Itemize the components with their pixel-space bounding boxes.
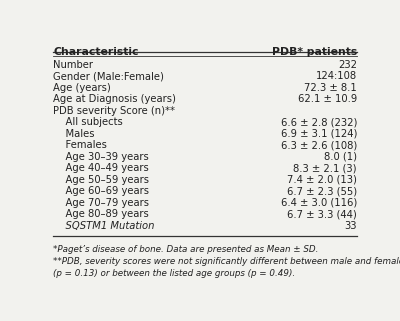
Text: 33: 33: [344, 221, 357, 231]
Text: 6.7 ± 2.3 (55): 6.7 ± 2.3 (55): [287, 187, 357, 196]
Text: 62.1 ± 10.9: 62.1 ± 10.9: [298, 94, 357, 104]
Text: Males: Males: [53, 129, 94, 139]
Text: All subjects: All subjects: [53, 117, 123, 127]
Text: Age 80–89 years: Age 80–89 years: [53, 210, 149, 220]
Text: 6.7 ± 3.3 (44): 6.7 ± 3.3 (44): [287, 210, 357, 220]
Text: 7.4 ± 2.0 (13): 7.4 ± 2.0 (13): [287, 175, 357, 185]
Text: 72.3 ± 8.1: 72.3 ± 8.1: [304, 82, 357, 92]
Text: PDB* patients: PDB* patients: [272, 47, 357, 57]
Text: Age 50–59 years: Age 50–59 years: [53, 175, 149, 185]
Text: 6.4 ± 3.0 (116): 6.4 ± 3.0 (116): [281, 198, 357, 208]
Text: Number: Number: [53, 59, 93, 70]
Text: 232: 232: [338, 59, 357, 70]
Text: Females: Females: [53, 140, 107, 150]
Text: 6.6 ± 2.8 (232): 6.6 ± 2.8 (232): [280, 117, 357, 127]
Text: (p = 0.13) or between the listed age groups (p = 0.49).: (p = 0.13) or between the listed age gro…: [53, 269, 295, 278]
Text: Characteristic: Characteristic: [53, 47, 138, 57]
Text: Age (years): Age (years): [53, 82, 111, 92]
Text: Gender (Male:Female): Gender (Male:Female): [53, 71, 164, 81]
Text: 6.9 ± 3.1 (124): 6.9 ± 3.1 (124): [280, 129, 357, 139]
Text: Age 60–69 years: Age 60–69 years: [53, 187, 149, 196]
Text: Age 70–79 years: Age 70–79 years: [53, 198, 149, 208]
Text: Age 30–39 years: Age 30–39 years: [53, 152, 149, 162]
Text: SQSTM1 Mutation: SQSTM1 Mutation: [53, 221, 154, 231]
Text: *Paget’s disease of bone. Data are presented as Mean ± SD.: *Paget’s disease of bone. Data are prese…: [53, 245, 318, 254]
Text: PDB severity Score (n)**: PDB severity Score (n)**: [53, 106, 175, 116]
Text: 8.3 ± 2.1 (3): 8.3 ± 2.1 (3): [293, 163, 357, 173]
Text: 6.3 ± 2.6 (108): 6.3 ± 2.6 (108): [281, 140, 357, 150]
Text: 124:108: 124:108: [316, 71, 357, 81]
Text: Age at Diagnosis (years): Age at Diagnosis (years): [53, 94, 176, 104]
Text: **PDB, severity scores were not significantly different between male and female : **PDB, severity scores were not signific…: [53, 257, 400, 266]
Text: 8.0 (1): 8.0 (1): [324, 152, 357, 162]
Text: Age 40–49 years: Age 40–49 years: [53, 163, 149, 173]
